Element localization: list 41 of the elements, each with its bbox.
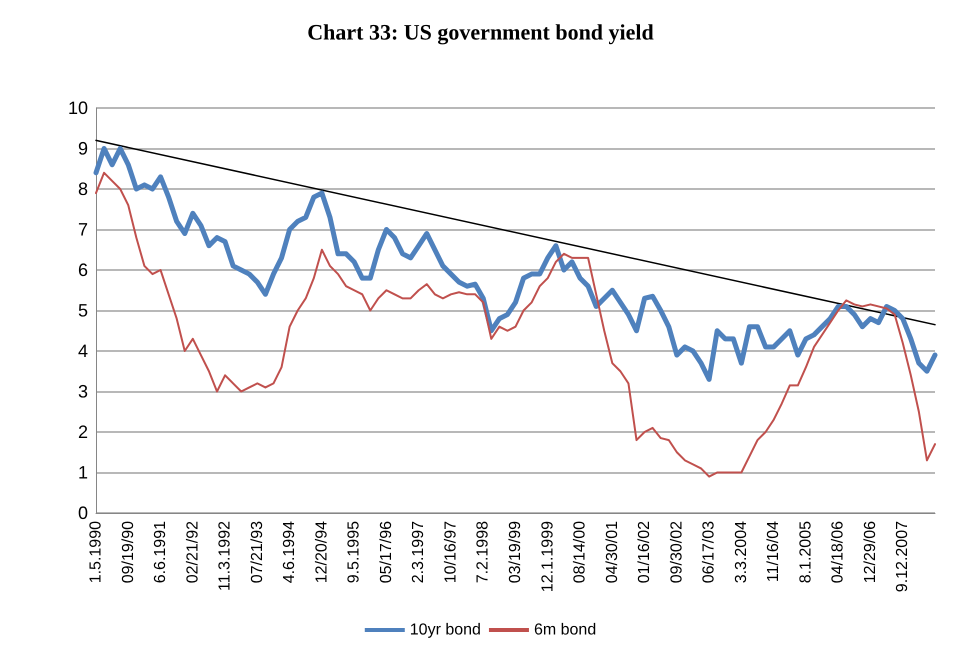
x-tick-label: 10/16/97 <box>442 520 460 584</box>
x-tick-label: 9.12.2007 <box>894 520 912 592</box>
x-tick-label: 12/20/94 <box>313 520 330 584</box>
x-tick-label: 7.2.1998 <box>474 520 492 584</box>
x-tick-label: 6.6.1991 <box>152 520 170 584</box>
y-tick-label: 7 <box>78 220 88 240</box>
x-tick-label: 02/21/92 <box>184 520 202 584</box>
x-tick-label: 9.5.1995 <box>346 520 363 584</box>
y-tick-label: 4 <box>78 341 88 361</box>
chart-title: Chart 33: US government bond yield <box>307 20 654 44</box>
x-tick-label: 12.1.1999 <box>539 520 556 592</box>
x-tick-label: 09/19/90 <box>120 520 137 584</box>
y-tick-label: 3 <box>78 382 88 402</box>
x-tick-label: 09/30/02 <box>668 520 686 584</box>
legend-label: 6m bond <box>534 622 596 638</box>
x-tick-label: 8.1.2005 <box>797 520 814 584</box>
y-tick-label: 6 <box>78 260 88 280</box>
y-tick-label: 5 <box>78 300 88 320</box>
x-tick-label: 06/17/03 <box>700 520 718 584</box>
x-tick-label: 04/30/01 <box>604 520 621 584</box>
x-tick-label: 07/21/93 <box>248 520 266 584</box>
x-tick-label: 12/29/06 <box>862 520 879 584</box>
legend-label: 10yr bond <box>410 622 481 638</box>
x-tick-label: 08/14/00 <box>572 520 589 584</box>
y-tick-label: 0 <box>78 503 88 523</box>
x-tick-label: 1.5.1990 <box>88 520 104 584</box>
x-tick-label: 4.6.1994 <box>281 520 298 584</box>
y-tick-label: 8 <box>78 179 88 199</box>
x-tick-label: 04/18/06 <box>830 520 847 584</box>
x-tick-label: 05/17/96 <box>378 520 395 584</box>
line-series <box>95 172 936 478</box>
x-tick-label: 03/19/99 <box>507 520 524 584</box>
x-tick-label: 11.3.1992 <box>216 520 234 591</box>
y-tick-label: 2 <box>78 422 88 442</box>
y-tick-label: 1 <box>78 462 88 482</box>
x-tick-label: 2.3.1997 <box>410 520 428 584</box>
y-tick-label: 9 <box>78 138 88 158</box>
y-tick-label: 10 <box>68 98 88 118</box>
x-tick-label: 11/16/04 <box>765 520 782 582</box>
x-tick-label: 3.3.2004 <box>732 520 750 584</box>
x-tick-label: 01/16/02 <box>636 520 654 584</box>
